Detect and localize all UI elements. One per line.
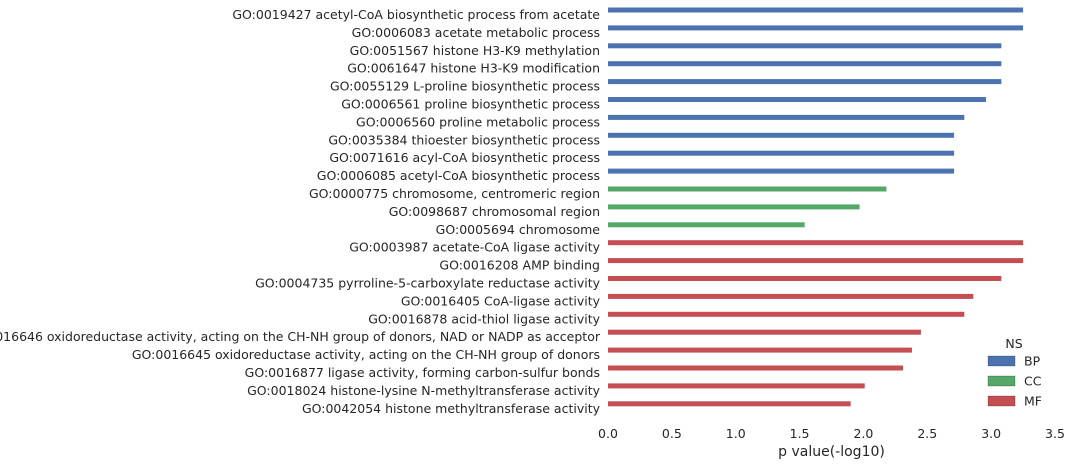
category-label: GO:0061647 histone H3-K9 modification bbox=[347, 61, 600, 76]
legend-label: MF bbox=[1024, 394, 1042, 409]
legend-items: BP CC MF bbox=[987, 354, 1042, 409]
bar bbox=[608, 97, 987, 102]
bar bbox=[608, 150, 955, 156]
bar bbox=[608, 383, 865, 389]
category-label: GO:0035384 thioester biosynthetic proces… bbox=[328, 132, 600, 147]
legend: NS BP CC MF bbox=[987, 336, 1042, 409]
bar bbox=[608, 186, 887, 192]
x-tick-label: 3.5 bbox=[1045, 426, 1065, 441]
category-label: GO:0016208 AMP binding bbox=[439, 258, 600, 273]
category-label: GO:0016877 ligase activity, forming carb… bbox=[245, 365, 600, 380]
category-label: GO:0016878 acid-thiol ligase activity bbox=[368, 311, 600, 326]
category-label: GO:0004735 pyrroline-5-carboxylate reduc… bbox=[255, 276, 601, 291]
category-labels: GO:0019427 acetyl-CoA biosynthetic proce… bbox=[0, 7, 601, 416]
bar bbox=[608, 401, 851, 407]
category-label: GO:0016645 oxidoreductase activity, acti… bbox=[132, 347, 600, 362]
category-label: GO:0071616 acyl-CoA biosynthetic process bbox=[329, 150, 600, 165]
bar bbox=[608, 25, 1024, 31]
bar bbox=[608, 168, 955, 174]
category-label: GO:0016646 oxidoreductase activity, acti… bbox=[0, 329, 601, 344]
category-label: GO:0003987 acetate-CoA ligase activity bbox=[349, 240, 600, 255]
x-tick-label: 1.0 bbox=[726, 426, 746, 441]
bar bbox=[608, 329, 921, 335]
bar bbox=[608, 240, 1024, 246]
category-label: GO:0019427 acetyl-CoA biosynthetic proce… bbox=[232, 7, 600, 22]
x-axis-ticks: 0.0 0.5 1.0 1.5 2.0 2.5 3.0 3.5 bbox=[598, 426, 1065, 441]
category-label: GO:0000775 chromosome, centromeric regio… bbox=[309, 186, 600, 201]
bar bbox=[608, 61, 1002, 67]
x-axis-title: p value(-log10) bbox=[778, 444, 885, 460]
bar bbox=[608, 204, 860, 210]
bar bbox=[608, 276, 1002, 281]
x-tick-label: 2.0 bbox=[853, 426, 873, 441]
bar bbox=[608, 258, 1024, 264]
x-tick-label: 1.5 bbox=[790, 426, 810, 441]
legend-label: BP bbox=[1024, 354, 1041, 369]
bar bbox=[608, 43, 1002, 49]
x-tick-label: 0.5 bbox=[662, 426, 682, 441]
x-tick-label: 2.5 bbox=[917, 426, 937, 441]
x-tick-label: 3.0 bbox=[981, 426, 1001, 441]
bar bbox=[608, 132, 955, 138]
category-label: GO:0018024 histone-lysine N-methyltransf… bbox=[247, 383, 600, 398]
bar bbox=[608, 293, 974, 299]
legend-title: NS bbox=[1005, 336, 1022, 351]
bar bbox=[608, 114, 965, 120]
category-label: GO:0051567 histone H3-K9 methylation bbox=[350, 43, 600, 58]
legend-label: CC bbox=[1024, 374, 1042, 389]
category-label: GO:0006085 acetyl-CoA biosynthetic proce… bbox=[317, 168, 600, 183]
legend-swatch bbox=[987, 395, 1016, 407]
bar bbox=[608, 311, 965, 317]
category-label: GO:0006083 acetate metabolic process bbox=[352, 25, 600, 40]
x-tick-label: 0.0 bbox=[598, 426, 618, 441]
bar bbox=[608, 365, 904, 371]
category-label: GO:0042054 histone methyltransferase act… bbox=[302, 401, 601, 416]
category-label: GO:0098687 chromosomal region bbox=[389, 204, 600, 219]
legend-swatch bbox=[987, 375, 1016, 387]
category-label: GO:0006560 proline metabolic process bbox=[356, 114, 600, 129]
bar bbox=[608, 347, 912, 353]
bar bbox=[608, 7, 1024, 13]
category-label: GO:0055129 L-proline biosynthetic proces… bbox=[330, 79, 600, 94]
category-label: GO:0005694 chromosome bbox=[436, 222, 601, 237]
bar bbox=[608, 222, 805, 228]
legend-swatch bbox=[987, 355, 1016, 367]
bars-layer bbox=[608, 7, 1024, 407]
category-label: GO:0016405 CoA-ligase activity bbox=[401, 293, 601, 308]
bar bbox=[608, 79, 1002, 85]
category-label: GO:0006561 proline biosynthetic process bbox=[341, 97, 600, 112]
